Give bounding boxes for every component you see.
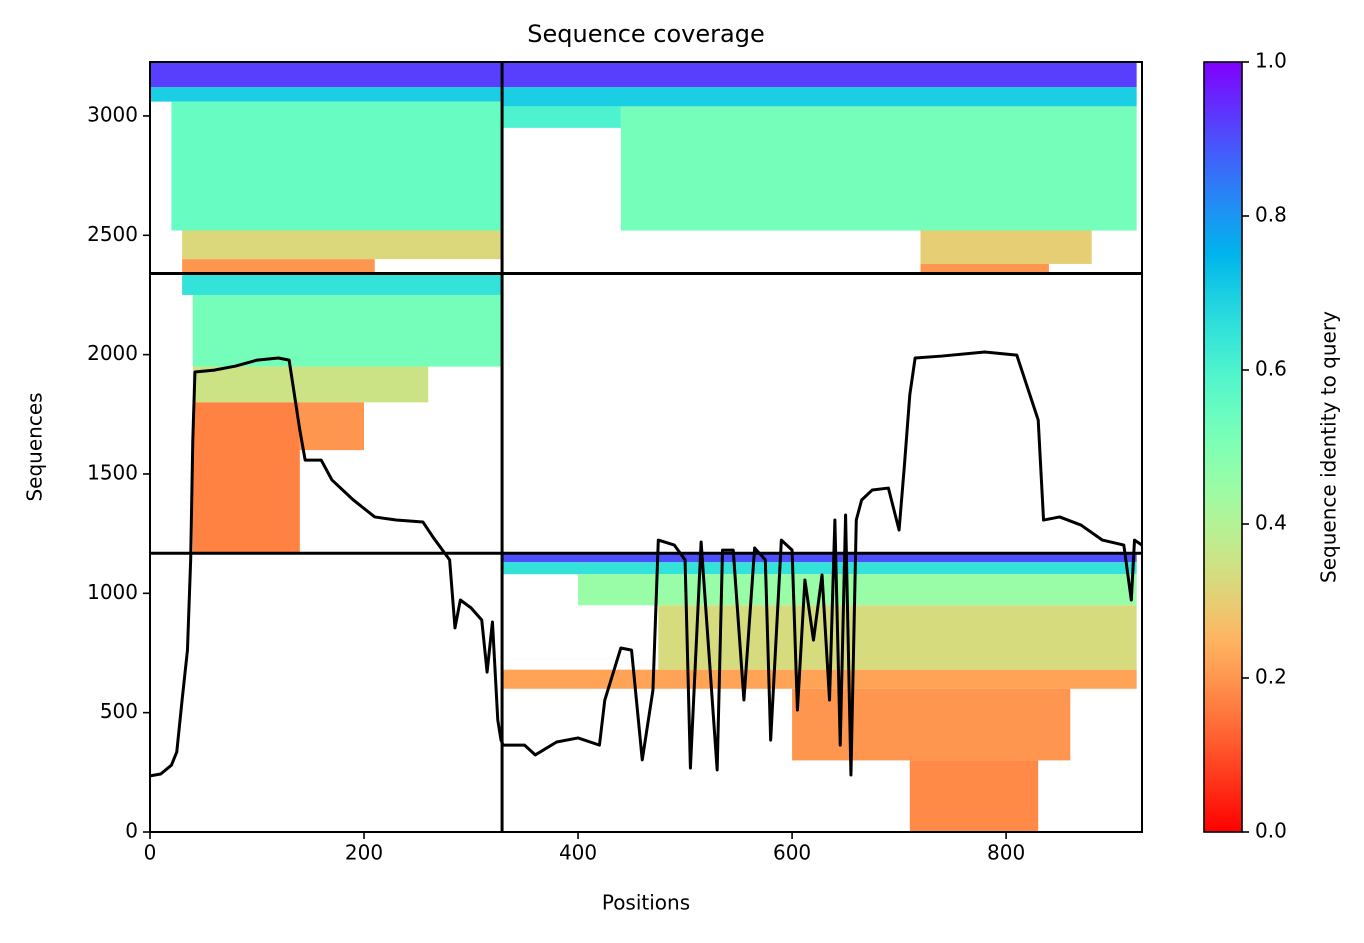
plot-frame <box>149 61 1143 833</box>
colorbar-tick-label: 0.8 <box>1255 203 1287 227</box>
coverage-block <box>192 294 503 367</box>
x-axis-label: Positions <box>602 891 690 915</box>
colorbar-tick-label: 0.4 <box>1255 511 1287 535</box>
coverage-block <box>171 101 503 231</box>
coverage-block <box>299 402 365 451</box>
coverage-line <box>149 350 1143 778</box>
chart-title: Sequence coverage <box>527 20 764 48</box>
y-axis-label: Sequences <box>23 392 47 501</box>
coverage-block <box>502 562 1137 575</box>
colorbar <box>1203 61 1243 833</box>
coverage-block <box>658 605 1137 670</box>
coverage-block <box>502 553 1137 563</box>
coverage-block <box>792 688 1071 761</box>
y-tick-label: 3000 <box>87 102 138 126</box>
coverage-block <box>150 87 503 102</box>
coverage-block <box>502 62 1137 88</box>
x-tick-label: 200 <box>345 841 383 865</box>
y-tick-label: 1000 <box>87 580 138 604</box>
x-tick-label: 600 <box>773 841 811 865</box>
coverage-block <box>192 402 300 554</box>
y-tick-label: 2000 <box>87 341 138 365</box>
coverage-block <box>620 106 1137 231</box>
coverage-block <box>502 106 621 128</box>
y-tick-label: 0 <box>125 819 138 843</box>
coverage-block <box>920 263 1049 274</box>
colorbar-tick-label: 1.0 <box>1255 49 1287 73</box>
coverage-block <box>192 366 429 403</box>
colorbar-tick-label: 0.6 <box>1255 357 1287 381</box>
coverage-block <box>150 62 503 88</box>
y-tick-label: 500 <box>100 699 138 723</box>
colorbar-tick-label: 0.0 <box>1255 819 1287 843</box>
coverage-block <box>909 760 1039 832</box>
x-tick-label: 400 <box>559 841 597 865</box>
x-tick-label: 0 <box>144 841 157 865</box>
coverage-block <box>182 273 503 295</box>
coverage-block <box>578 574 1137 606</box>
y-tick-label: 2500 <box>87 222 138 246</box>
coverage-block <box>182 259 375 274</box>
coverage-block <box>182 230 503 260</box>
y-tick-label: 1500 <box>87 460 138 484</box>
coverage-block <box>502 669 1137 689</box>
coverage-block <box>920 230 1092 264</box>
x-tick-label: 800 <box>987 841 1025 865</box>
colorbar-label: Sequence identity to query <box>1317 311 1341 583</box>
colorbar-tick-label: 0.2 <box>1255 665 1287 689</box>
coverage-block <box>502 87 1137 107</box>
